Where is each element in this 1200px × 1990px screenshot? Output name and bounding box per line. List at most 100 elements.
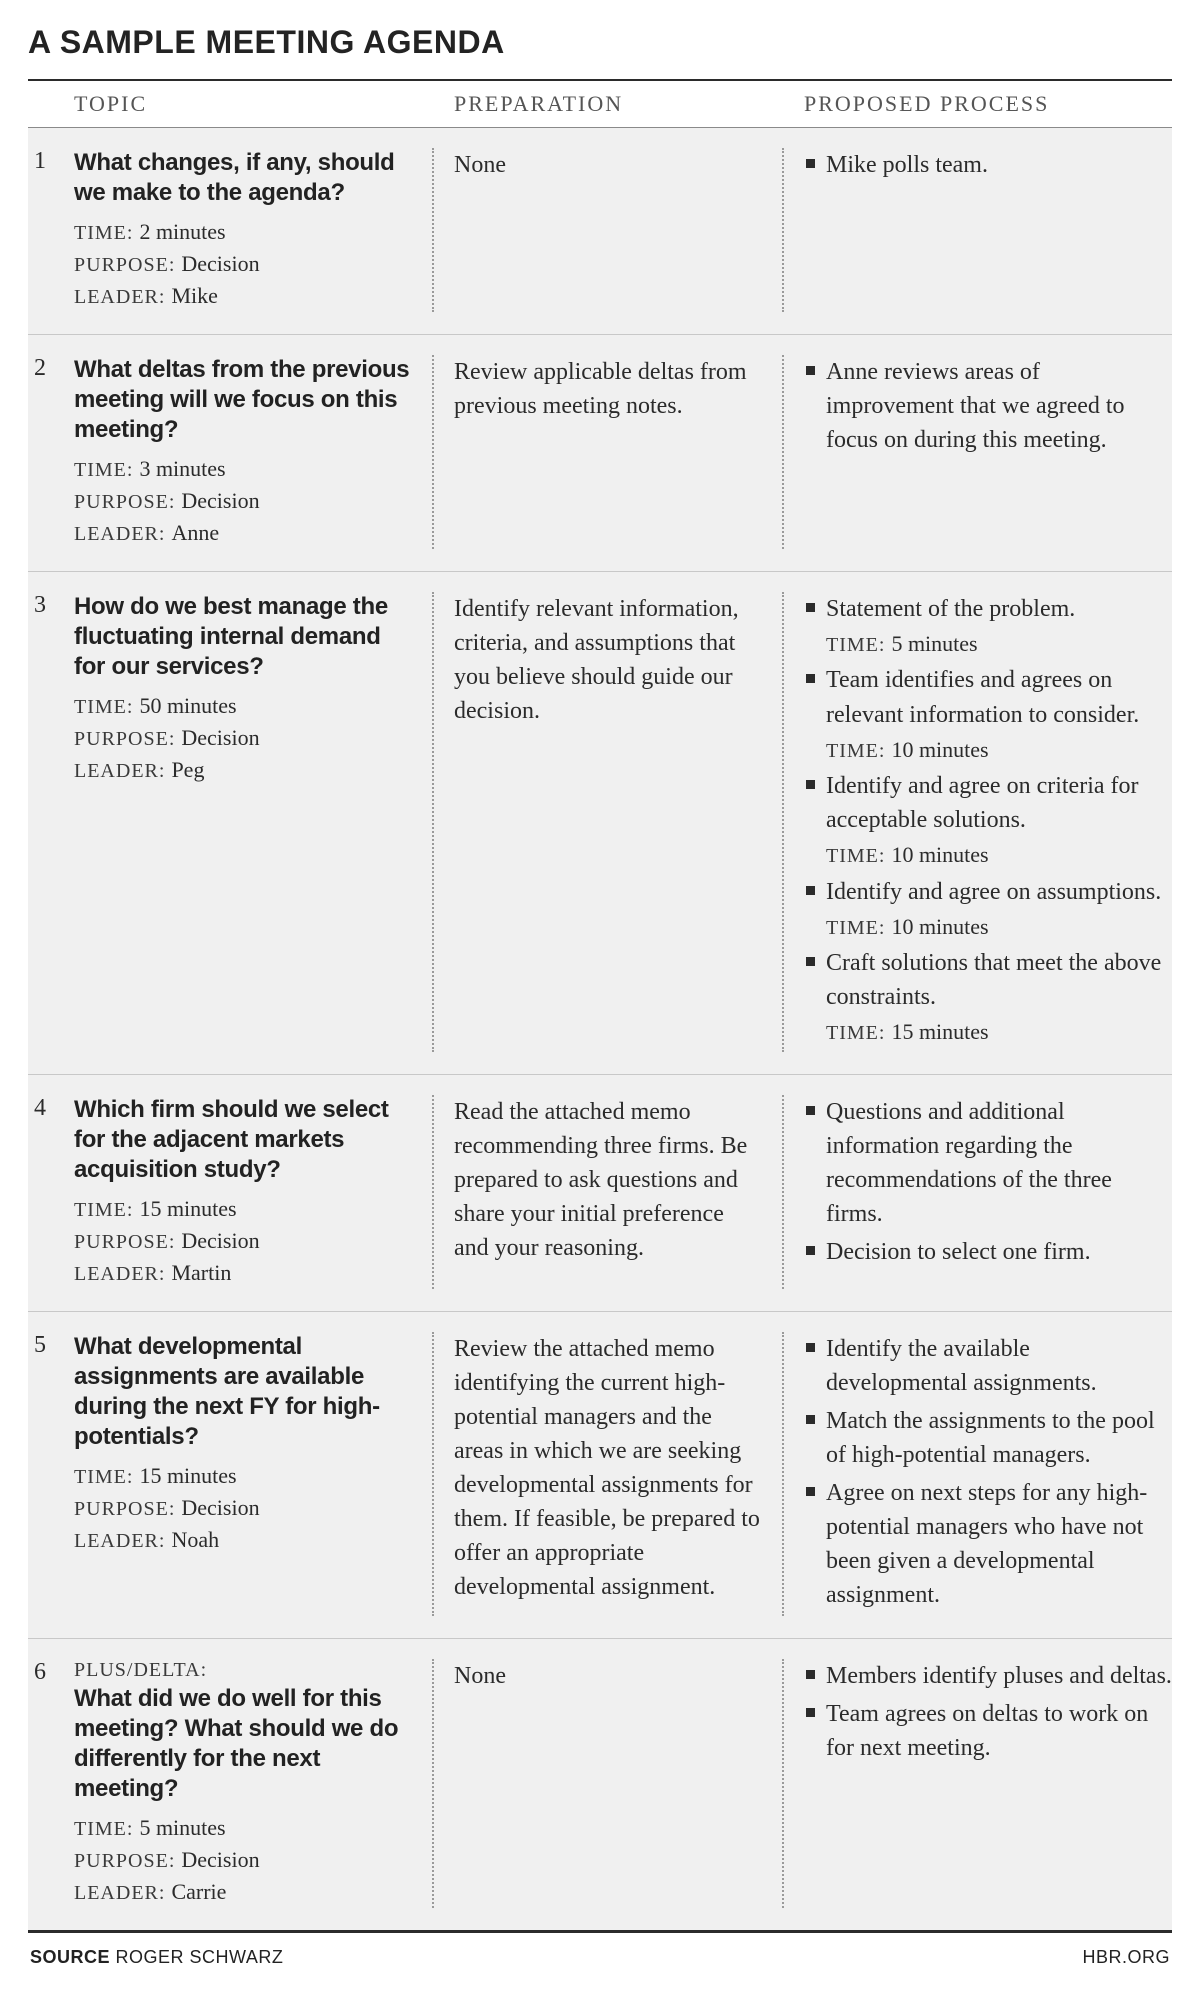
process-item: Team identifies and agrees on relevant i… (826, 663, 1172, 765)
topic-question: What changes, if any, should we make to … (74, 148, 414, 208)
process-item: Craft solutions that meet the above cons… (826, 946, 1172, 1048)
process-cell: Identify the available developmental ass… (784, 1332, 1172, 1617)
process-item-text: Mike polls team. (826, 152, 988, 178)
site-link: HBR.ORG (1082, 1947, 1170, 1968)
meta-purpose-value: Decision (181, 1495, 259, 1520)
meta-purpose-value: Decision (181, 1847, 259, 1872)
topic-meta: TIME: 2 minutesPURPOSE: DecisionLEADER: … (74, 216, 414, 312)
header-process: PROPOSED PROCESS (784, 91, 1172, 117)
meta-leader-value: Mike (171, 283, 217, 308)
process-item: Match the assignments to the pool of hig… (826, 1404, 1172, 1472)
meta-leader: LEADER: Peg (74, 754, 414, 786)
process-cell: Anne reviews areas of improvement that w… (784, 355, 1172, 549)
meta-leader-label: LEADER: (74, 1263, 171, 1285)
meta-leader-value: Carrie (171, 1879, 226, 1904)
process-list: Members identify pluses and deltas.Team … (804, 1659, 1172, 1765)
header-spacer (28, 91, 74, 117)
process-item-text: Anne reviews areas of improvement that w… (826, 359, 1125, 453)
footer: SOURCE ROGER SCHWARZ HBR.ORG (28, 1930, 1172, 1974)
topic-cell: What changes, if any, should we make to … (74, 148, 434, 312)
meta-purpose-label: PURPOSE: (74, 1498, 181, 1520)
process-item-text: Questions and additional information reg… (826, 1099, 1112, 1227)
meta-time-label: TIME: (74, 1466, 139, 1488)
meta-time: TIME: 3 minutes (74, 453, 414, 485)
meta-time: TIME: 15 minutes (74, 1193, 414, 1225)
row-number: 2 (28, 355, 74, 549)
meta-leader-label: LEADER: (74, 523, 171, 545)
preparation-cell: Review the attached memo identifying the… (434, 1332, 784, 1617)
process-item-time-label: TIME: (826, 634, 891, 656)
column-headers: TOPIC PREPARATION PROPOSED PROCESS (28, 81, 1172, 127)
agenda-rows: 1What changes, if any, should we make to… (28, 128, 1172, 1930)
process-cell: Statement of the problem.TIME: 5 minutes… (784, 592, 1172, 1052)
topic-question: What deltas from the previous meeting wi… (74, 355, 414, 445)
meta-leader: LEADER: Martin (74, 1257, 414, 1289)
topic-cell: What developmental assignments are avail… (74, 1332, 434, 1617)
process-cell: Questions and additional information reg… (784, 1095, 1172, 1289)
row-number: 4 (28, 1095, 74, 1289)
meta-leader-label: LEADER: (74, 1882, 171, 1904)
meta-time-value: 15 minutes (139, 1463, 236, 1488)
row-number: 6 (28, 1659, 74, 1908)
topic-meta: TIME: 15 minutes PURPOSE: Decision LEADER:… (74, 1460, 414, 1556)
process-item-text: Agree on next steps for any high-potenti… (826, 1480, 1147, 1608)
topic-meta: TIME: 5 minutesPURPOSE: DecisionLEADER: … (74, 1812, 414, 1908)
process-item: Questions and additional information reg… (826, 1095, 1172, 1231)
process-item: Team agrees on deltas to work on for nex… (826, 1697, 1172, 1765)
process-list: Mike polls team. (804, 148, 1172, 182)
meta-leader-label: LEADER: (74, 1530, 171, 1552)
process-item-text: Team identifies and agrees on relevant i… (826, 667, 1139, 727)
table-row: 4Which firm should we select for the adj… (28, 1074, 1172, 1311)
meta-leader-value: Peg (171, 757, 204, 782)
meta-leader-label: LEADER: (74, 286, 171, 308)
meta-purpose-label: PURPOSE: (74, 1850, 181, 1872)
process-item-time: TIME: 10 minutes (826, 911, 1172, 942)
process-cell: Mike polls team. (784, 148, 1172, 312)
meta-purpose: PURPOSE: Decision (74, 1492, 414, 1524)
process-item-time-label: TIME: (826, 845, 891, 867)
page-title: A SAMPLE MEETING AGENDA (28, 24, 1172, 61)
header-topic: TOPIC (74, 91, 434, 117)
process-item: Identify and agree on criteria for accep… (826, 769, 1172, 871)
row-number: 1 (28, 148, 74, 312)
topic-cell: Which firm should we select for the adja… (74, 1095, 434, 1289)
process-item: Agree on next steps for any high-potenti… (826, 1476, 1172, 1612)
table-row: 1What changes, if any, should we make to… (28, 128, 1172, 334)
meta-leader: LEADER: Carrie (74, 1876, 414, 1908)
meta-leader-label: LEADER: (74, 760, 171, 782)
process-item: Identify the available developmental ass… (826, 1332, 1172, 1400)
preparation-cell: None (434, 1659, 784, 1908)
meta-purpose: PURPOSE: Decision (74, 1844, 414, 1876)
process-item-text: Decision to select one firm. (826, 1239, 1091, 1265)
meta-purpose: PURPOSE: Decision (74, 485, 414, 517)
process-item-time-value: 10 minutes (891, 737, 988, 762)
process-item-time-label: TIME: (826, 740, 891, 762)
process-item-time-value: 15 minutes (891, 1019, 988, 1044)
meta-purpose-value: Decision (181, 488, 259, 513)
topic-cell: What deltas from the previous meeting wi… (74, 355, 434, 549)
process-item-time-value: 5 minutes (891, 631, 977, 656)
topic-question: What developmental assignments are avail… (74, 1332, 414, 1452)
meta-leader-value: Noah (171, 1527, 219, 1552)
meta-leader-value: Anne (171, 520, 219, 545)
meta-purpose-value: Decision (181, 251, 259, 276)
meta-time-label: TIME: (74, 1818, 139, 1840)
meta-time-label: TIME: (74, 222, 139, 244)
topic-meta: TIME: 3 minutesPURPOSE: DecisionLEADER: … (74, 453, 414, 549)
table-row: 2What deltas from the previous meeting w… (28, 334, 1172, 571)
process-item: Identify and agree on assumptions.TIME: … (826, 875, 1172, 942)
process-item-text: Identify the available developmental ass… (826, 1336, 1097, 1396)
meta-time-label: TIME: (74, 1199, 139, 1221)
process-item: Anne reviews areas of improvement that w… (826, 355, 1172, 457)
meta-purpose-label: PURPOSE: (74, 1231, 181, 1253)
meta-time-label: TIME: (74, 459, 139, 481)
meta-time-value: 5 minutes (139, 1815, 225, 1840)
process-item-text: Craft solutions that meet the above cons… (826, 950, 1161, 1010)
process-item-time: TIME: 10 minutes (826, 734, 1172, 765)
table-row: 5What developmental assignments are avai… (28, 1311, 1172, 1639)
topic-meta: TIME: 50 minutesPURPOSE: DecisionLEADER:… (74, 690, 414, 786)
preparation-cell: Identify relevant information, criteria,… (434, 592, 784, 1052)
process-list: Questions and additional information reg… (804, 1095, 1172, 1269)
topic-pretitle: PLUS/DELTA: (74, 1659, 414, 1682)
meta-leader: LEADER: Anne (74, 517, 414, 549)
